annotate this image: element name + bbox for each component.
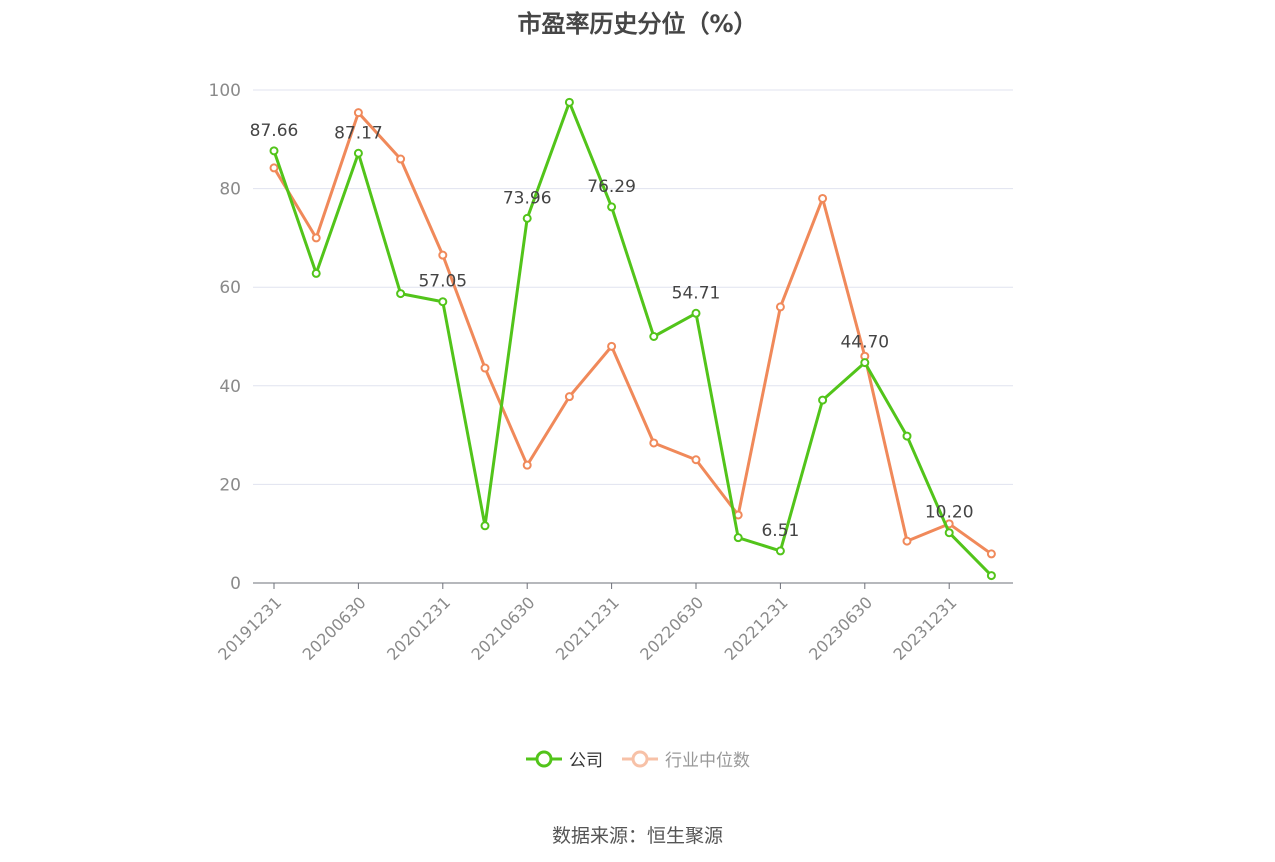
data-label: 76.29 bbox=[587, 177, 636, 197]
data-label: 54.71 bbox=[672, 283, 721, 303]
data-point bbox=[902, 536, 912, 546]
data-point bbox=[269, 163, 279, 173]
data-point bbox=[438, 297, 448, 307]
legend-item-industry-median[interactable]: 行业中位数 bbox=[621, 746, 750, 771]
data-label: 57.05 bbox=[418, 272, 467, 292]
y-tick-label: 0 bbox=[230, 574, 241, 594]
data-label: 87.17 bbox=[334, 123, 383, 143]
data-point bbox=[564, 392, 574, 402]
data-point bbox=[353, 148, 363, 158]
data-point bbox=[986, 571, 996, 581]
data-point bbox=[480, 521, 490, 531]
y-axis: 0 20 40 60 80 100 bbox=[209, 81, 241, 594]
data-label: 73.96 bbox=[503, 188, 552, 208]
grid-lines bbox=[253, 89, 1013, 485]
legend-line-circle-icon bbox=[526, 750, 562, 767]
data-point bbox=[438, 250, 448, 260]
data-point bbox=[860, 358, 870, 368]
data-point bbox=[986, 549, 996, 559]
data-label: 44.70 bbox=[840, 333, 889, 353]
x-tick-label: 20191231 bbox=[214, 593, 285, 664]
data-label: 10.20 bbox=[925, 503, 974, 523]
data-label: 87.66 bbox=[250, 121, 299, 141]
data-point bbox=[902, 431, 912, 441]
legend-label-company: 公司 bbox=[569, 751, 603, 771]
data-point bbox=[353, 108, 363, 118]
series-layer bbox=[269, 97, 996, 581]
data-point bbox=[269, 146, 279, 156]
data-point bbox=[607, 341, 617, 351]
legend-label-industry-median: 行业中位数 bbox=[665, 751, 750, 771]
x-tick-label: 20201231 bbox=[383, 593, 454, 664]
data-point bbox=[818, 193, 828, 203]
y-tick-label: 100 bbox=[209, 81, 241, 101]
data-point bbox=[691, 308, 701, 318]
x-tick-label: 20231231 bbox=[889, 593, 960, 664]
data-point bbox=[607, 202, 617, 212]
y-tick-label: 40 bbox=[219, 377, 241, 397]
data-point bbox=[311, 268, 321, 278]
data-labels: 87.66 87.17 57.05 73.96 76.29 54.71 6.51 44.70 1… bbox=[250, 121, 974, 541]
y-tick-label: 80 bbox=[219, 180, 241, 200]
x-tick-label: 20230630 bbox=[805, 593, 876, 664]
data-point bbox=[649, 332, 659, 341]
y-tick-label: 60 bbox=[219, 278, 241, 298]
data-point bbox=[691, 455, 701, 465]
data-point bbox=[396, 154, 406, 164]
data-point bbox=[818, 395, 828, 405]
legend-line-circle-icon bbox=[622, 750, 658, 767]
data-point bbox=[396, 289, 406, 299]
data-point bbox=[649, 438, 659, 448]
data-point bbox=[733, 533, 743, 543]
data-point bbox=[522, 213, 532, 223]
x-tick-label: 20220630 bbox=[636, 593, 707, 664]
data-point bbox=[522, 460, 532, 470]
data-point bbox=[775, 302, 785, 312]
chart-title: 市盈率历史分位（%） bbox=[517, 10, 758, 38]
data-point bbox=[944, 528, 954, 538]
data-source: 数据来源：恒生聚源 bbox=[551, 825, 723, 847]
series-line-1 bbox=[272, 111, 993, 556]
series-line-0 bbox=[272, 100, 993, 577]
x-tick-label: 20221231 bbox=[721, 593, 792, 664]
data-point bbox=[480, 363, 490, 373]
x-tick-label: 20200630 bbox=[299, 593, 370, 664]
legend-item-company[interactable]: 公司 bbox=[525, 746, 603, 771]
y-tick-label: 20 bbox=[219, 475, 241, 495]
x-tick-label: 20210630 bbox=[467, 593, 538, 664]
data-label: 6.51 bbox=[761, 521, 799, 541]
data-point bbox=[775, 546, 785, 556]
x-axis: 20191231 20200630 20201231 20210630 20211231… bbox=[214, 582, 1013, 664]
data-point bbox=[564, 97, 574, 107]
legend: 公司 行业中位数 bbox=[0, 746, 1275, 771]
x-tick-label: 20211231 bbox=[552, 593, 623, 664]
data-point bbox=[311, 233, 321, 243]
